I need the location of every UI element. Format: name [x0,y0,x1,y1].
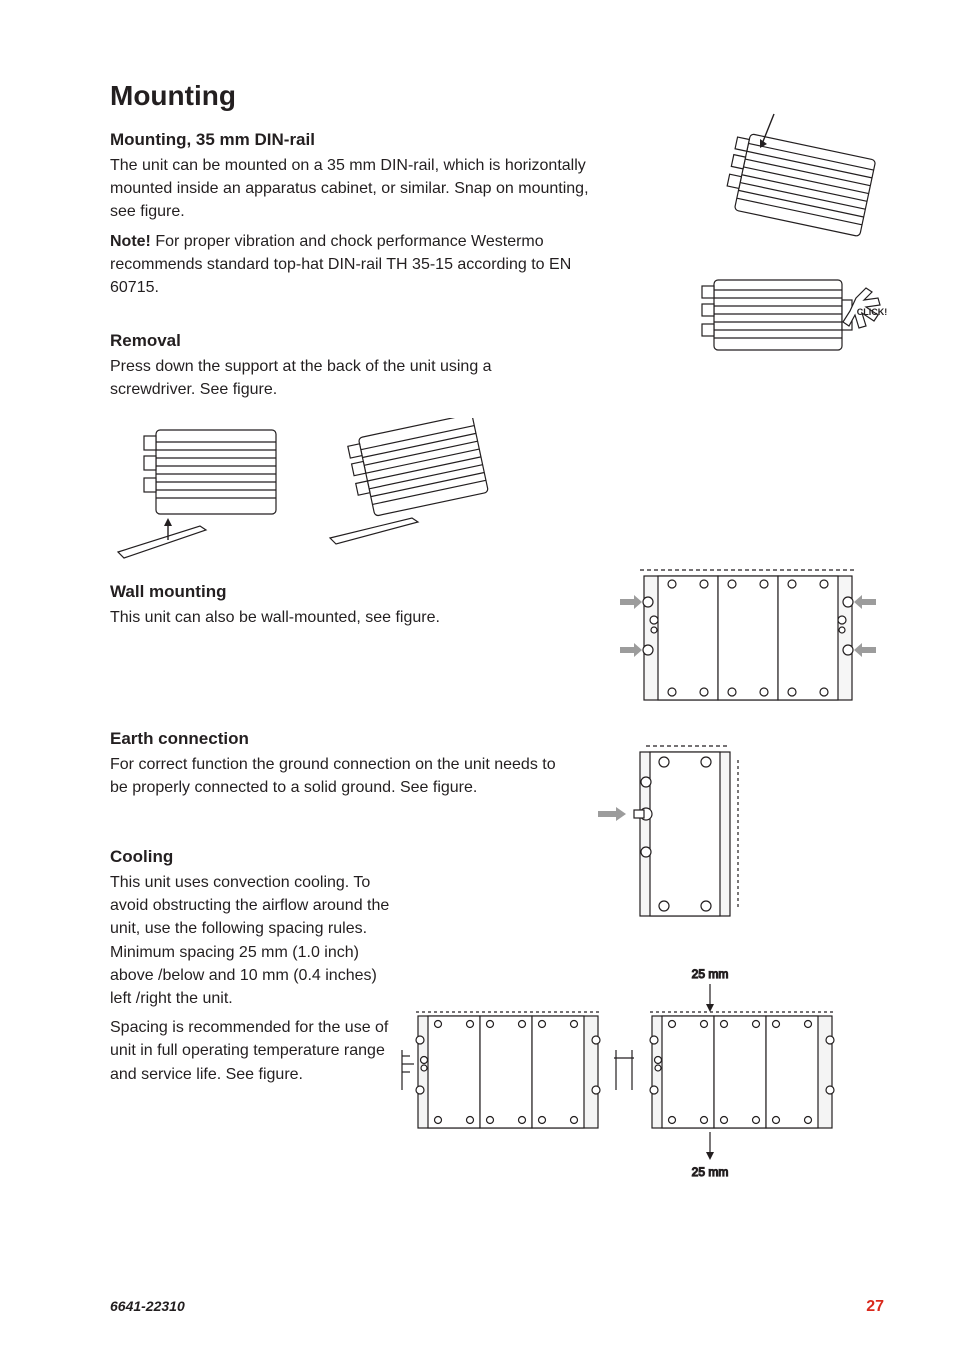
text-din-rail-note: Note! For proper vibration and chock per… [110,230,600,300]
text-wall-body: This unit can also be wall-mounted, see … [110,606,510,629]
text-din-rail-body: The unit can be mounted on a 35 mm DIN-r… [110,154,600,224]
text-removal-body: Press down the support at the back of th… [110,355,570,401]
figure-removal-1 [110,422,290,562]
footer-doc-id: 6641-22310 [110,1298,185,1314]
text-cooling-body2: Spacing is recommended for the use of un… [110,1016,390,1086]
figure-wall-mount [614,564,884,714]
figure-din-rail-click: CLICK! [694,270,894,360]
page-title: Mounting [110,80,884,112]
heading-removal: Removal [110,331,570,351]
figure-cooling: 25 mm [400,960,860,1190]
dim-top: 25 mm [692,967,729,981]
click-label: CLICK! [857,307,888,317]
heading-wall: Wall mounting [110,582,510,602]
text-cooling-body: This unit uses convection cooling. To av… [110,871,390,1010]
figure-removal-2 [320,418,500,558]
footer-page-number: 27 [866,1298,884,1316]
text-earth-body: For correct function the ground connecti… [110,753,570,799]
figure-earth [590,740,760,930]
heading-din-rail: Mounting, 35 mm DIN-rail [110,130,600,150]
note-label: Note! [110,233,151,250]
heading-earth: Earth connection [110,729,570,749]
figure-din-rail-mount [714,110,884,250]
dim-bottom: 25 mm [692,1165,729,1179]
heading-cooling: Cooling [110,847,390,867]
note-body: For proper vibration and chock performan… [110,233,571,296]
